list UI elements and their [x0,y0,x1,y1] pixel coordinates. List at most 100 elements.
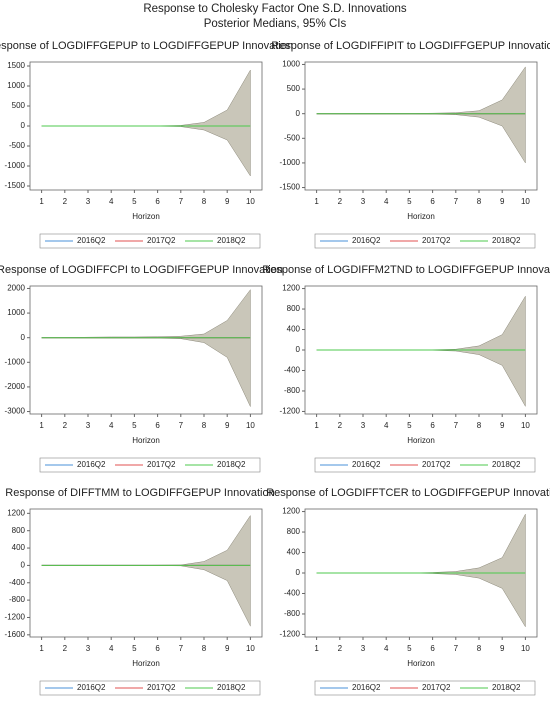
y-tick-label: 0 [21,333,26,342]
x-tick-label: 3 [86,644,91,653]
x-tick-label: 9 [500,644,505,653]
panel-title: Response of LOGDIFFCPI to LOGDIFFGEPUP I… [0,264,283,276]
y-tick-label: -2000 [5,382,26,391]
x-axis-label: Horizon [407,659,435,668]
x-tick-label: 8 [477,421,482,430]
x-tick-label: 4 [109,644,114,653]
x-tick-label: 2 [63,197,68,206]
x-tick-label: 2 [63,421,68,430]
y-tick-label: -1000 [280,158,301,167]
x-tick-label: 9 [225,644,230,653]
x-tick-label: 5 [407,644,412,653]
y-tick-label: -400 [9,578,26,587]
y-tick-label: -1600 [5,630,26,639]
legend-label: 2017Q2 [422,460,451,469]
y-tick-label: -1500 [280,183,301,192]
y-tick-label: 1200 [7,508,25,517]
legend-box [314,233,536,249]
x-tick-label: 5 [132,644,137,653]
legend-label: 2018Q2 [217,460,246,469]
y-tick-label: 0 [296,568,301,577]
x-tick-label: 10 [246,421,255,430]
x-tick-label: 4 [384,197,389,206]
figure-subtitle: Posterior Medians, 95% CIs [204,18,347,30]
panel: Response of LOGDIFFCPI to LOGDIFFGEPUP I… [0,264,283,473]
y-tick-label: 500 [287,84,301,93]
legend-label: 2016Q2 [77,460,106,469]
x-tick-label: 10 [521,421,530,430]
legend-label: 2016Q2 [77,683,106,692]
plot-frame [304,61,538,191]
x-tick-label: 7 [454,197,459,206]
legend-label: 2017Q2 [147,460,176,469]
y-tick-label: 2000 [7,284,25,293]
x-tick-label: 2 [338,421,343,430]
y-tick-label: 800 [287,527,301,536]
x-tick-label: 6 [155,421,160,430]
y-tick-label: 400 [287,548,301,557]
y-tick-label: -800 [284,386,301,395]
legend-box [39,233,261,249]
plot-frame [29,508,263,638]
x-tick-label: 8 [477,644,482,653]
y-tick-label: -1500 [5,181,26,190]
x-tick-label: 6 [155,197,160,206]
x-tick-label: 1 [39,197,44,206]
legend-label: 2016Q2 [352,460,381,469]
x-tick-label: 9 [225,421,230,430]
x-tick-label: 2 [63,644,68,653]
legend-label: 2018Q2 [492,460,521,469]
y-tick-label: 0 [296,345,301,354]
legend-box [314,680,536,696]
y-tick-label: -500 [284,133,301,142]
x-axis-label: Horizon [132,659,160,668]
x-tick-label: 7 [454,421,459,430]
x-tick-label: 6 [430,421,435,430]
panel-title: Response of LOGDIFFTCER to LOGDIFFGEPUP … [266,487,550,499]
x-tick-label: 6 [430,197,435,206]
y-tick-label: -800 [284,609,301,618]
x-tick-label: 4 [109,421,114,430]
y-tick-label: -1200 [5,613,26,622]
y-tick-label: -400 [284,589,301,598]
x-tick-label: 5 [132,421,137,430]
legend-label: 2017Q2 [422,683,451,692]
x-tick-label: 2 [338,644,343,653]
y-tick-label: 800 [12,526,26,535]
y-tick-label: 1200 [282,507,300,516]
figure-title: Response to Cholesky Factor One S.D. Inn… [143,3,407,15]
x-tick-label: 4 [384,644,389,653]
y-tick-label: 400 [287,325,301,334]
x-tick-label: 3 [86,197,91,206]
legend-label: 2017Q2 [422,236,451,245]
x-tick-label: 3 [361,644,366,653]
legend-label: 2018Q2 [217,236,246,245]
legend-label: 2017Q2 [147,236,176,245]
y-tick-label: 1000 [7,81,25,90]
x-tick-label: 6 [155,644,160,653]
legend-label: 2016Q2 [352,683,381,692]
panel: Response of LOGDIFFGEPUP to LOGDIFFGEPUP… [0,40,293,249]
x-tick-label: 5 [407,197,412,206]
x-tick-label: 3 [361,197,366,206]
panel-title: Response of LOGDIFFIPIT to LOGDIFFGEPUP … [271,40,550,52]
y-tick-label: 1200 [282,284,300,293]
panel: Response of LOGDIFFM2TND to LOGDIFFGEPUP… [262,264,550,473]
y-tick-label: 500 [12,101,26,110]
y-tick-label: -800 [9,595,26,604]
x-tick-label: 1 [314,421,319,430]
x-tick-label: 7 [179,197,184,206]
x-tick-label: 10 [521,644,530,653]
x-tick-label: 4 [109,197,114,206]
x-tick-label: 10 [246,644,255,653]
y-tick-label: -1200 [280,407,301,416]
y-tick-label: 1000 [282,60,300,69]
x-tick-label: 1 [39,421,44,430]
x-tick-label: 2 [338,197,343,206]
x-tick-label: 3 [361,421,366,430]
x-tick-label: 8 [202,197,207,206]
y-tick-label: -1000 [5,357,26,366]
x-axis-label: Horizon [132,436,160,445]
x-axis-label: Horizon [132,212,160,221]
